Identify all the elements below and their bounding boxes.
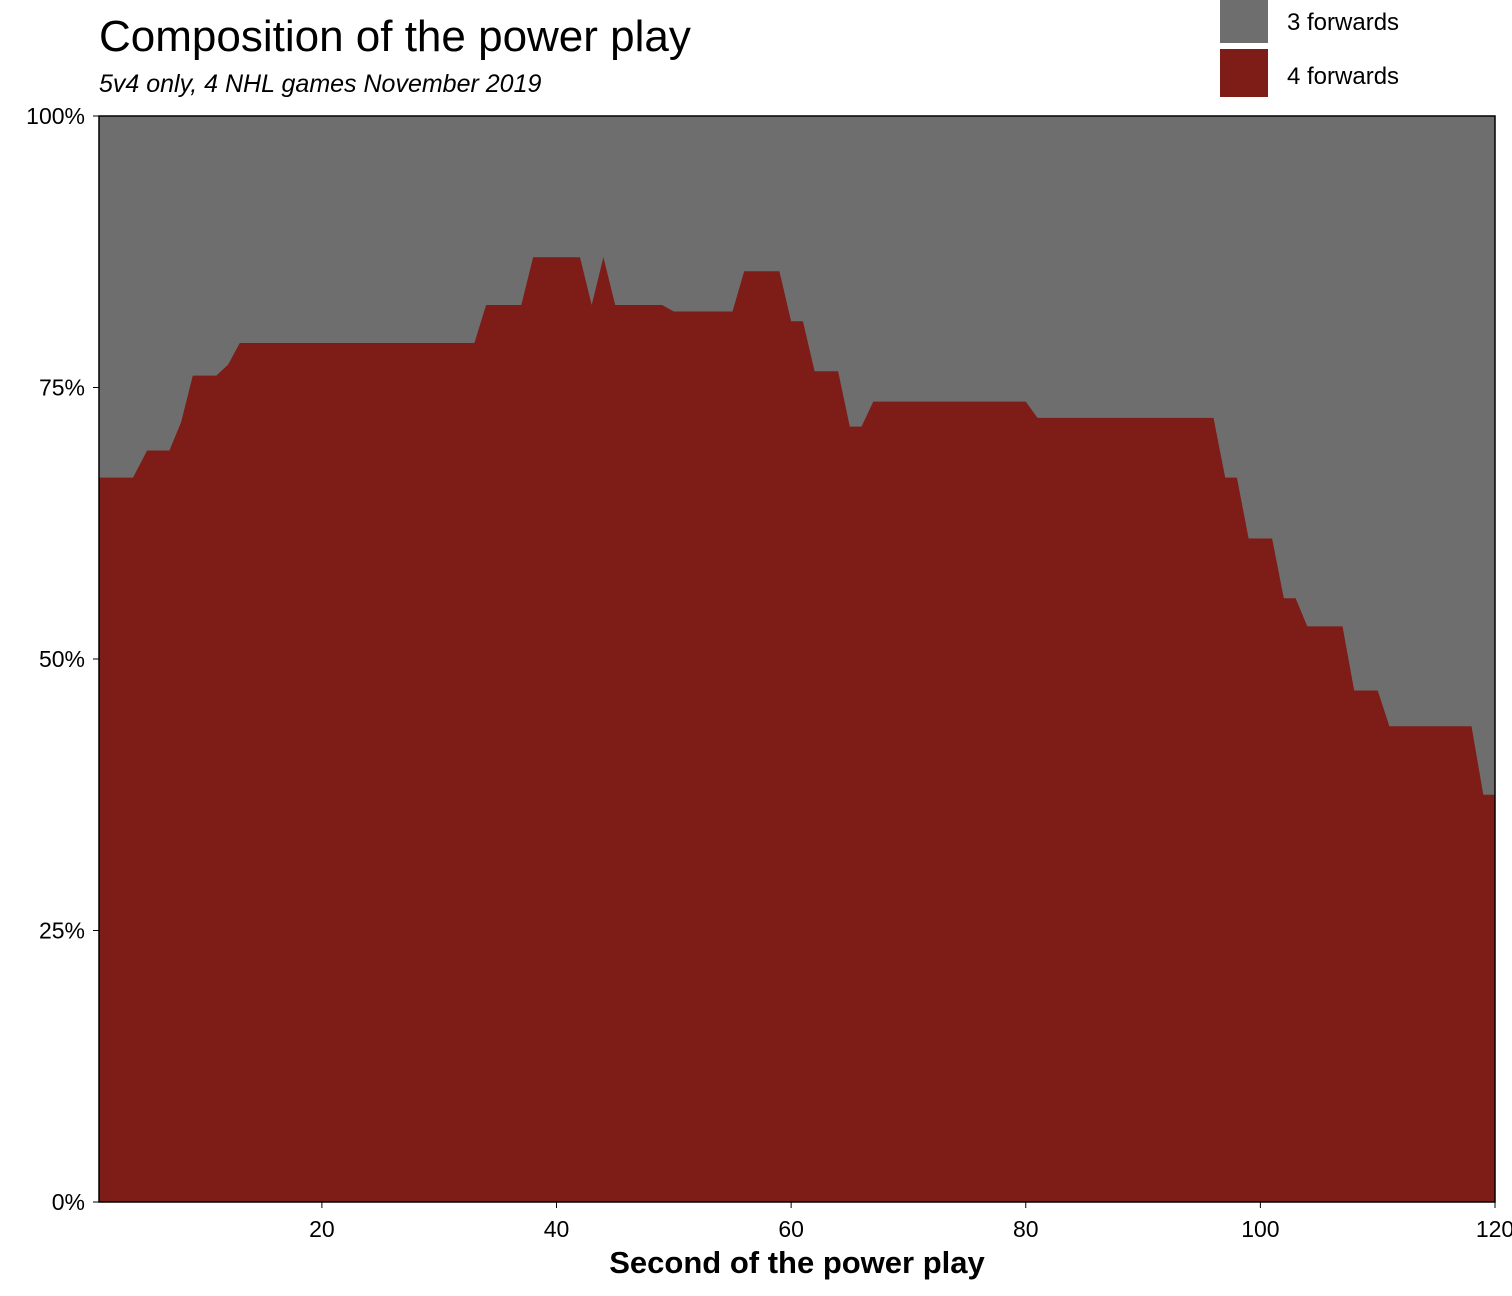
x-tick-label: 40: [544, 1216, 570, 1242]
chart-subtitle: 5v4 only, 4 NHL games November 2019: [99, 70, 542, 98]
legend-label: 4 forwards: [1287, 63, 1399, 90]
y-tick-label: 50%: [39, 646, 85, 672]
x-tick-label: 20: [309, 1216, 335, 1242]
legend-label: 3 forwards: [1287, 9, 1399, 36]
y-tick-label: 75%: [39, 375, 85, 401]
y-tick-label: 0%: [52, 1189, 85, 1215]
y-tick-label: 100%: [26, 103, 85, 129]
area-4-forwards: [99, 257, 1495, 1202]
x-tick-label: 100: [1241, 1216, 1279, 1242]
x-axis-ticks: 20 40 60 80 100 120: [309, 1202, 1512, 1242]
x-axis-label: Second of the power play: [609, 1245, 985, 1280]
x-tick-label: 80: [1013, 1216, 1039, 1242]
legend-swatch: [1220, 0, 1268, 43]
legend: 3 forwards 4 forwards: [1220, 0, 1399, 97]
chart-title: Composition of the power play: [99, 12, 691, 61]
y-tick-label: 25%: [39, 918, 85, 944]
y-axis-ticks: 0% 25% 50% 75% 100%: [26, 103, 99, 1215]
legend-swatch: [1220, 49, 1268, 97]
x-tick-label: 60: [778, 1216, 804, 1242]
x-tick-label: 120: [1476, 1216, 1512, 1242]
